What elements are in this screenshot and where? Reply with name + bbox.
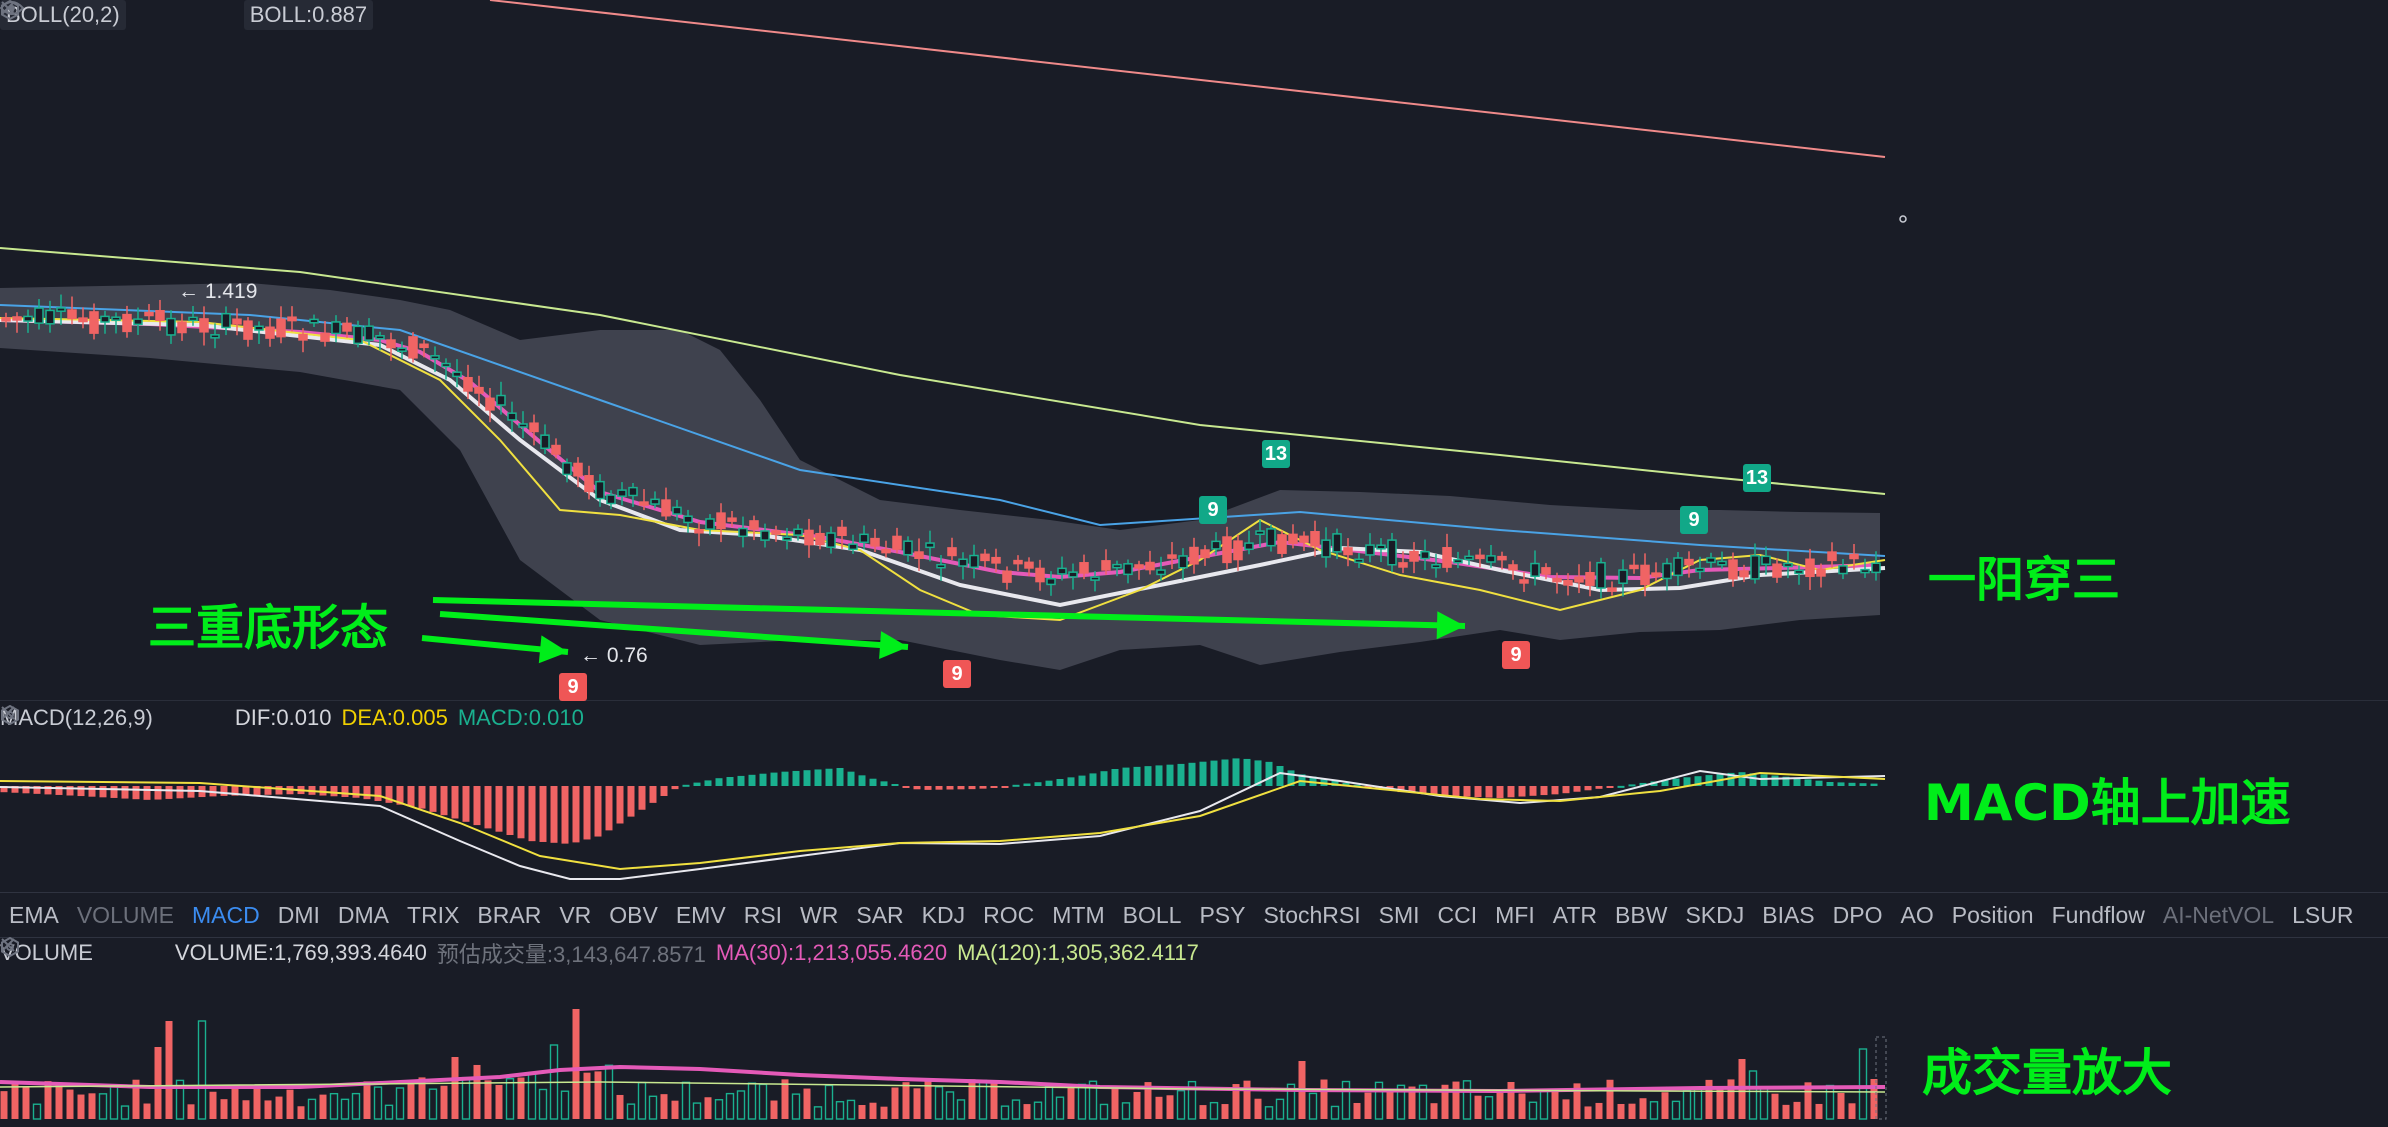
settings-icon[interactable] xyxy=(1,937,129,966)
volume-legend: VOLUME VOLUME:1,769,393.4640 预估成交量:3,143… xyxy=(0,937,1199,969)
boll-value: BOLL:0.887 xyxy=(243,0,374,30)
tab-macd[interactable]: MACD xyxy=(191,901,260,928)
high-price-label: ← 1.419 xyxy=(178,280,258,303)
tab-vr[interactable]: VR xyxy=(559,901,592,928)
td-badge: 13 xyxy=(1743,464,1771,492)
td-badge: 9 xyxy=(943,660,971,688)
tab-mfi[interactable]: MFI xyxy=(1495,901,1535,928)
tab-wr[interactable]: WR xyxy=(800,901,839,928)
volume-pane[interactable]: VOLUME VOLUME:1,769,393.4640 预估成交量:3,143… xyxy=(0,937,2388,1127)
tab-brar[interactable]: BRAR xyxy=(477,901,542,928)
td-badge: 9 xyxy=(1199,496,1227,524)
volume-ma30: MA(30):1,213,055.4620 xyxy=(715,940,948,965)
tab-kdj[interactable]: KDJ xyxy=(921,901,966,928)
tab-smi[interactable]: SMI xyxy=(1378,901,1420,928)
tab-sar[interactable]: SAR xyxy=(856,901,904,928)
tab-dmi[interactable]: DMI xyxy=(277,901,320,928)
triple-bottom-annotation: 三重底形态 xyxy=(148,600,389,656)
indicator-tabs: EMA VOLUME MACD DMI DMA TRIX BRAR VR OBV EMV RSI WR… xyxy=(0,892,2388,938)
td-badge: 9 xyxy=(1502,641,1530,669)
tab-stochrsi[interactable]: StochRSI xyxy=(1263,901,1361,928)
tab-skdj[interactable]: SKDJ xyxy=(1685,901,1745,928)
macd-pane[interactable]: MACD(12,26,9) DIF:0.010 DEA:0.005 MACD:0… xyxy=(0,700,2388,891)
tab-emv[interactable]: EMV xyxy=(675,901,726,928)
td-badge: 9 xyxy=(1680,506,1708,534)
macd-value: MACD:0.010 xyxy=(457,705,584,730)
tab-atr[interactable]: ATR xyxy=(1552,901,1598,928)
volume-value: VOLUME:1,769,393.4640 xyxy=(174,940,427,965)
volume-up-annotation: 成交量放大 xyxy=(1922,1043,2172,1102)
tab-cci[interactable]: CCI xyxy=(1437,901,1478,928)
td-badge: 13 xyxy=(1262,440,1290,468)
close-icon[interactable] xyxy=(1,705,225,731)
tab-ao[interactable]: AO xyxy=(1900,901,1934,928)
dea-value: DEA:0.005 xyxy=(341,705,448,730)
settings-icon[interactable] xyxy=(1,705,189,731)
tab-roc[interactable]: ROC xyxy=(983,901,1035,928)
macd-legend: MACD(12,26,9) DIF:0.010 DEA:0.005 MACD:0… xyxy=(0,705,584,731)
tab-fundflow[interactable]: Fundflow xyxy=(2051,901,2145,928)
volume-chart[interactable] xyxy=(0,937,2388,1127)
tab-dpo[interactable]: DPO xyxy=(1832,901,1883,928)
boll-indicator-name[interactable]: BOLL(20,2) xyxy=(0,0,126,30)
tab-boll[interactable]: BOLL xyxy=(1122,901,1182,928)
tab-rsi[interactable]: RSI xyxy=(743,901,783,928)
one-yang-three-annotation: 一阳穿三 xyxy=(1928,552,2121,608)
tab-lsur[interactable]: LSUR xyxy=(2292,901,2354,928)
macd-indicator-name[interactable]: MACD(12,26,9) xyxy=(0,705,153,730)
eye-icon[interactable] xyxy=(0,1,162,28)
price-chart[interactable] xyxy=(0,0,2388,700)
macd-accel-annotation: MACD轴上加速 xyxy=(1924,774,2291,832)
tab-mtm[interactable]: MTM xyxy=(1052,901,1105,928)
close-icon[interactable] xyxy=(1,1,234,28)
volume-estimate: 预估成交量:3,143,647.8571 xyxy=(436,942,706,967)
dif-value: DIF:0.010 xyxy=(234,705,332,730)
settings-icon[interactable] xyxy=(1,0,198,28)
tab-psy[interactable]: PSY xyxy=(1199,901,1246,928)
close-icon[interactable] xyxy=(1,938,165,966)
tab-position[interactable]: Position xyxy=(1951,901,2034,928)
td-badge: 9 xyxy=(559,673,587,701)
tab-ema[interactable]: EMA xyxy=(9,901,59,928)
tab-volume[interactable]: VOLUME xyxy=(76,901,174,928)
tab-ai-netvol[interactable]: AI-NetVOL xyxy=(2162,901,2275,928)
tab-dma[interactable]: DMA xyxy=(337,901,390,928)
boll-legend: BOLL(20,2) BOLL:0.887 xyxy=(0,0,374,30)
tab-obv[interactable]: OBV xyxy=(609,901,658,928)
tab-bias[interactable]: BIAS xyxy=(1762,901,1815,928)
tab-trix[interactable]: TRIX xyxy=(407,901,460,928)
volume-ma120: MA(120):1,305,362.4117 xyxy=(957,940,1199,965)
low-price-label: ← 0.76 xyxy=(580,644,648,667)
macd-chart[interactable] xyxy=(0,701,2388,891)
tab-bbw[interactable]: BBW xyxy=(1615,901,1668,928)
price-pane[interactable]: BOLL(20,2) BOLL:0.887 ← 1.419 ← 0.76 9 1… xyxy=(0,0,2388,701)
